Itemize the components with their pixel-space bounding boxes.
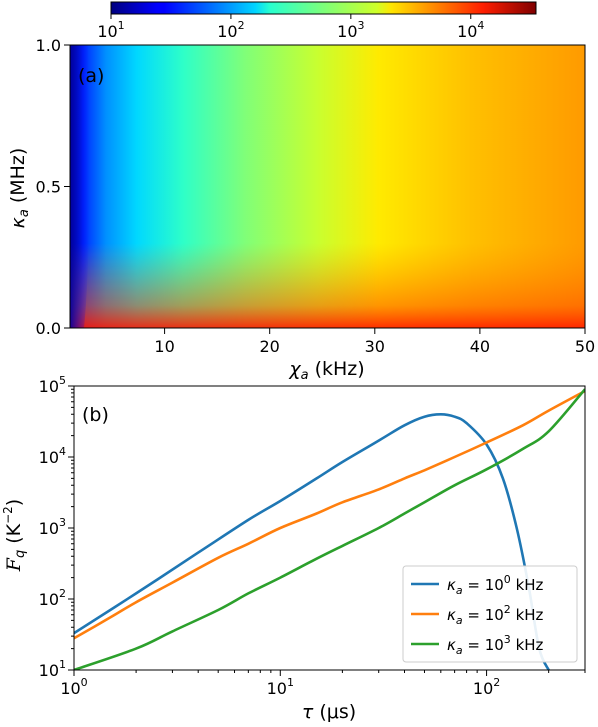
legend-label-2: κa = 103 kHz — [447, 633, 544, 657]
x-tick-label-b-base: 10 — [267, 679, 287, 698]
y-tick-label-b: 104 — [39, 445, 66, 467]
y-tick-label-b: 101 — [39, 658, 66, 680]
x-tick-label-b-base: 10 — [473, 679, 493, 698]
y-axis-label-b-unit-exp: −2 — [1, 506, 15, 524]
heatmap-panel: (a) 10 20 30 40 50 0.00.51.0 χa (kHz) κa(MHz) — [7, 36, 595, 383]
legend-label-symbol: κ — [447, 606, 456, 624]
y-tick-label-a: 0.5 — [36, 178, 61, 197]
x-axis-label-a-symbol: χ — [288, 358, 301, 380]
colorbar-tick-label-exp: 4 — [477, 19, 484, 32]
colorbar-tick-label-exp: 1 — [118, 19, 125, 32]
colorbar-tick-label-exp: 2 — [238, 19, 245, 32]
y-tick-label-b-exp: 2 — [59, 587, 66, 600]
series-line-2 — [74, 388, 585, 670]
legend-label-0: κa = 100 kHz — [447, 573, 544, 597]
y-tick-label-b-exp: 3 — [59, 516, 66, 529]
y-tick-label-a: 1.0 — [36, 36, 61, 55]
colorbar-tick-label-base: 10 — [217, 22, 237, 41]
heatmap-blue-wedge — [70, 45, 90, 328]
y-axis-label-b-symbol: F — [3, 557, 25, 572]
y-tick-label-b-base: 10 — [39, 448, 59, 467]
y-tick-label-b-base: 10 — [39, 377, 59, 396]
y-tick-label-b-exp: 4 — [59, 445, 66, 458]
y-axis-label-a: κa (MHz) — [7, 148, 32, 229]
y-axis-label-b-sub: q — [13, 550, 28, 558]
legend-box — [402, 565, 578, 663]
legend-label-eq: = 10 — [463, 576, 504, 594]
x-tick-label-a: 50 — [575, 337, 595, 356]
y-axis-label-b: Fq (K−2) — [1, 499, 28, 572]
x-axis-label-a-sub: a — [301, 368, 309, 383]
colorbar-gradient — [110, 1, 537, 15]
legend-label-eq: = 10 — [463, 636, 504, 654]
x-tick-label-b: 100 — [60, 676, 87, 698]
x-tick-label-b: 102 — [473, 676, 500, 698]
legend-label-1: κa = 102 kHz — [447, 603, 544, 627]
x-tick-label-b-base: 10 — [60, 679, 80, 698]
x-tick-label-a: 10 — [154, 337, 174, 356]
x-axis-label-a: χa (kHz) — [288, 358, 364, 383]
y-tick-label-b-base: 10 — [39, 661, 59, 680]
x-tick-label-a: 40 — [470, 337, 490, 356]
y-axis-label-a-unit: (MHz) — [7, 148, 29, 203]
y-axis-label-b-unit-close: ) — [3, 499, 25, 506]
colorbar-tick-label: 104 — [457, 19, 484, 41]
colorbar-tick-label-base: 10 — [457, 22, 477, 41]
y-tick-label-b-exp: 1 — [59, 658, 66, 671]
x-axis-label-b-symbol: τ — [302, 701, 314, 723]
x-tick-label-b-exp: 0 — [81, 676, 88, 689]
legend-label-sub: a — [456, 644, 463, 657]
legend-label-unit: kHz — [511, 606, 544, 624]
y-axis-label-b-unit: (K — [3, 523, 25, 543]
x-axis-label-b-unit: (μs) — [319, 701, 356, 723]
panel-label-a: (a) — [78, 65, 104, 87]
x-axis-label-b: τ (μs) — [302, 701, 356, 723]
legend-label-exp: 0 — [504, 573, 511, 586]
x-tick-label-b: 101 — [267, 676, 294, 698]
x-tick-label-b-exp: 1 — [287, 676, 294, 689]
colorbar: 101 102 103 104 — [97, 1, 537, 41]
colorbar-tick-label-base: 10 — [97, 22, 117, 41]
panel-label-b: (b) — [82, 404, 109, 426]
series-line-0 — [74, 413, 550, 670]
y-tick-label-b: 103 — [39, 516, 66, 538]
colorbar-tick-label-exp: 3 — [358, 19, 365, 32]
y-tick-label-b-base: 10 — [39, 519, 59, 538]
legend-label-exp: 2 — [504, 603, 511, 616]
x-tick-label-b-exp: 2 — [493, 676, 500, 689]
y-tick-label-b: 102 — [39, 587, 66, 609]
colorbar-tick-label: 102 — [217, 19, 244, 41]
heatmap-bottom-shading — [70, 45, 585, 328]
y-tick-label-a: 0.0 — [36, 319, 61, 338]
colorbar-tick-label-base: 10 — [337, 22, 357, 41]
y-tick-label-b: 105 — [39, 374, 66, 396]
legend-label-symbol: κ — [447, 636, 456, 654]
colorbar-tick-label: 103 — [337, 19, 364, 41]
y-tick-label-b-base: 10 — [39, 590, 59, 609]
legend-label-sub: a — [456, 614, 463, 627]
legend-label-eq: = 10 — [463, 606, 504, 624]
legend-label-unit: kHz — [511, 576, 544, 594]
x-axis-label-a-unit: (kHz) — [315, 358, 365, 380]
series-line-1 — [74, 389, 585, 640]
y-tick-label-b-exp: 5 — [59, 374, 66, 387]
y-axis-label-a-sub: a — [17, 209, 32, 217]
y-axis-label-a-symbol: κ — [7, 216, 29, 228]
legend-label-symbol: κ — [447, 576, 456, 594]
legend-label-sub: a — [456, 584, 463, 597]
x-tick-label-a: 30 — [365, 337, 385, 356]
x-tick-label-a: 20 — [260, 337, 280, 356]
colorbar-tick-label: 101 — [97, 19, 124, 41]
legend-label-unit: kHz — [511, 636, 544, 654]
legend-label-exp: 3 — [504, 633, 511, 646]
